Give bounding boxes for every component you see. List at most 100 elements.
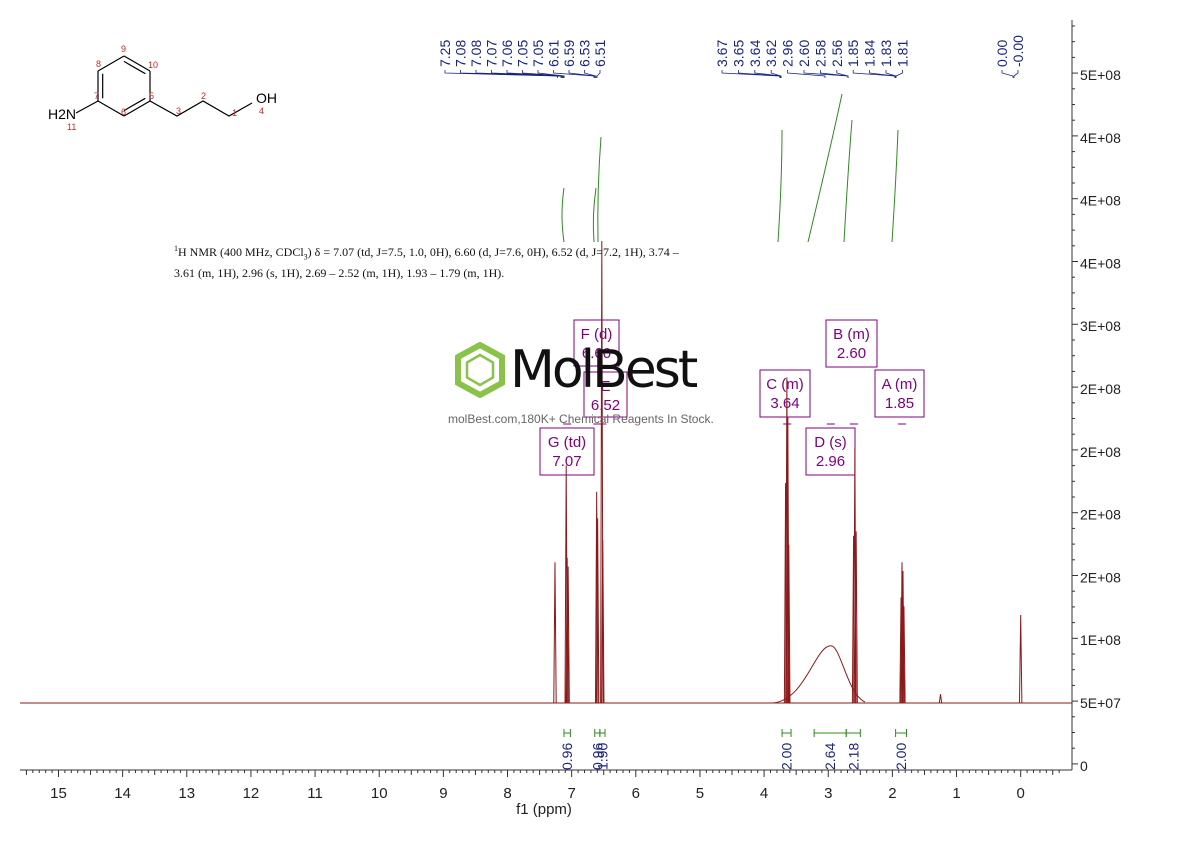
atom-label: 1 [232, 108, 237, 118]
peak-label-g1-leader [596, 70, 601, 78]
integral-bars: 0.96 0.961.90 2.00 2.64 2.18 2.00 [559, 729, 909, 770]
x-tick-label: 13 [178, 785, 195, 802]
y-tick-label: 2E+08 [1080, 507, 1121, 523]
y-tick-label: 0 [1080, 758, 1088, 774]
multiplet-letter: G (td) [548, 434, 586, 451]
y-tick-label: 5E+07 [1080, 695, 1121, 711]
ring-bond [123, 100, 151, 117]
spectrum-peak [595, 518, 600, 704]
peak-label-g2-text: 2.96 [780, 40, 796, 67]
y-tick-label: 4E+08 [1080, 130, 1121, 146]
peak-label-g1-text: 7.25 [437, 40, 453, 67]
peak-label-g1-leader [506, 70, 564, 78]
peak-label-g2-text: 2.56 [829, 40, 845, 67]
x-tick-label: 8 [503, 785, 511, 802]
integral-value: 2.64 [822, 743, 838, 770]
peak-label-g2-text: 3.62 [763, 40, 779, 67]
spectrum-peak [787, 544, 791, 704]
atom-label: 4 [259, 106, 264, 116]
spectrum-peak [854, 531, 858, 704]
peak-label-g2-leader [787, 70, 826, 78]
peak-label-g3-text: -0.00 [1010, 35, 1026, 67]
integral-value: 2.00 [893, 743, 909, 770]
x-tick-label: 2 [888, 785, 896, 802]
integral-curve [561, 187, 565, 243]
multiplet-box [874, 369, 925, 418]
multiplet-letter: B (m) [833, 326, 870, 343]
ring-double-bond [123, 60, 146, 75]
atom-label: 5 [149, 91, 154, 101]
integral-curve [891, 129, 899, 243]
spectrum-peak [566, 566, 570, 704]
peak-label-g1-text: 7.08 [468, 40, 484, 67]
multiplet-letter: D (s) [814, 434, 847, 451]
peak-label-g1-leader [537, 70, 565, 78]
peak-label-g1-text: 7.08 [453, 40, 469, 67]
spectrum-peak [902, 606, 906, 704]
spectrum-peak [565, 557, 569, 704]
nmr-description-line1a: H NMR (400 MHz, CDCl [178, 245, 304, 259]
hexagon-logo-icon [455, 342, 505, 398]
peak-label-g2-leader [738, 70, 781, 78]
peak-label-g2-text: 3.64 [747, 40, 763, 67]
multiplet-box [825, 319, 878, 368]
peak-label-g3-leader [1001, 70, 1014, 78]
atom-label: 6 [121, 107, 126, 117]
integral-value: 0.96 [559, 743, 575, 770]
x-tick-label: 5 [696, 785, 704, 802]
atom-label: OH [256, 90, 277, 106]
spectrum-peak [601, 540, 605, 704]
peak-label-g2-text: 1.84 [862, 40, 878, 67]
multiplet-value: 6.60 [582, 345, 611, 362]
peak-label-g2-leader [869, 70, 896, 78]
multiplet-value: 6.52 [591, 397, 620, 414]
x-tick-label: 10 [371, 785, 388, 802]
x-axis-label: f1 (ppm) [516, 801, 572, 818]
multiplet-box [539, 427, 595, 476]
ring-bond [97, 55, 125, 72]
integral-value: 2.18 [845, 743, 861, 770]
peak-label-g1-text: 6.61 [546, 40, 562, 67]
multiplet-letter: C (m) [766, 376, 804, 393]
molbest-watermark: MolBest molBest.com,180K+ Chemical Reage… [448, 340, 752, 440]
peak-labels: 7.25 7.08 7.08 7.07 7.06 7.05 7.05 6.61 6.59 6.53… [437, 35, 1026, 78]
spectrum-peak [938, 694, 943, 704]
peak-label-g2-text: 1.83 [878, 40, 894, 67]
x-tick-label: 12 [243, 785, 260, 802]
atom-label: 11 [67, 122, 76, 132]
peak-label-g2-text: 3.67 [714, 40, 730, 67]
spectrum-peak [785, 377, 789, 704]
spectrum-peak [900, 562, 904, 704]
multiplet-letter: E [600, 378, 610, 395]
x-tick-label: 15 [50, 785, 67, 802]
amine-bond [75, 100, 99, 114]
ring-bond [97, 100, 125, 117]
peak-label-g2-leader [885, 70, 897, 78]
y-tick-label: 5E+08 [1080, 67, 1121, 83]
multiplet-value: 1.85 [885, 395, 914, 412]
peak-label-g1-text: 6.59 [561, 40, 577, 67]
y-tick-label: 4E+08 [1080, 193, 1121, 209]
peak-label-g2-text: 1.85 [845, 40, 861, 67]
peak-label-g1-text: 6.51 [592, 40, 608, 67]
peak-label-g1-text: 7.06 [499, 40, 515, 67]
spectrum-trace [20, 240, 1072, 704]
peak-label-g2-leader [895, 70, 903, 78]
peak-label-g3-text: 0.00 [994, 40, 1010, 67]
integral-curve [592, 187, 597, 243]
nmr-description-line1b: ) δ = 7.07 (td, J=7.5, 1.0, 0H), 6.60 (d… [307, 245, 679, 259]
x-tick-label: 9 [439, 785, 447, 802]
peak-label-g2-text: 3.65 [730, 40, 746, 67]
multiplet-value: 2.60 [837, 345, 866, 362]
spectrum-peak [553, 562, 557, 704]
peak-label-g3-leader [1013, 70, 1019, 78]
x-tick-label: 6 [632, 785, 640, 802]
multiplet-letter: F (d) [581, 326, 613, 343]
peak-label-g2-leader [754, 70, 782, 78]
peak-label-g1-leader [568, 70, 596, 78]
peak-label-g2-text: 2.60 [796, 40, 812, 67]
chart-axes: 15 14 13 12 11 10 9 8 7 6 5 4 3 2 1 0f1 (ppm)5E+084E+08… [20, 20, 1121, 818]
multiplet-box [573, 319, 620, 367]
y-tick-label: 1E+08 [1080, 632, 1121, 648]
